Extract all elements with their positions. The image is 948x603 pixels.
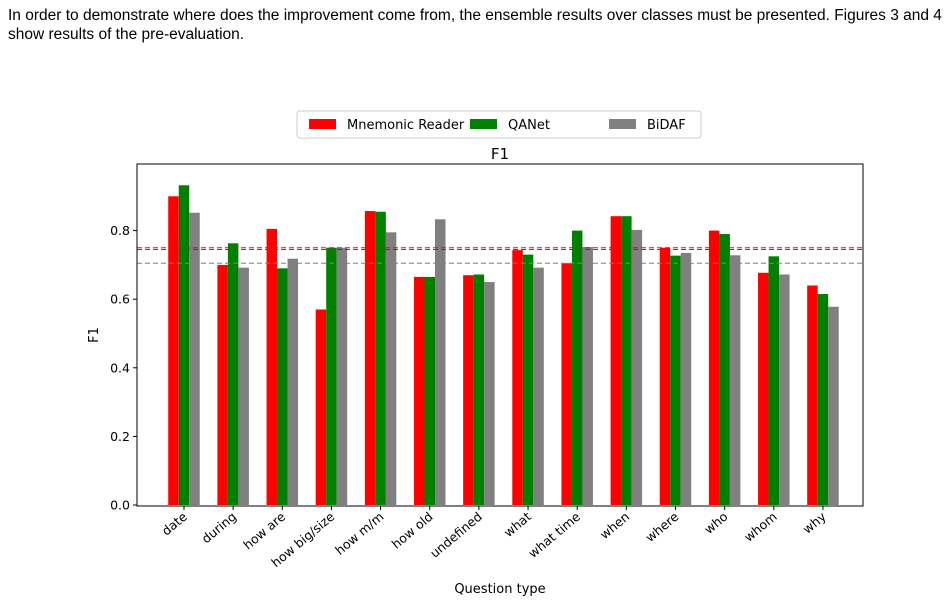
x-tick-label-how-m-m: how m/m bbox=[332, 509, 386, 558]
legend-swatch-mnemonic-reader bbox=[309, 119, 336, 129]
bar-bidaf-undefined bbox=[484, 282, 495, 505]
x-tick-label-how-are: how are bbox=[240, 509, 288, 553]
legend-label-mnemonic-reader: Mnemonic Reader bbox=[347, 118, 465, 133]
chart-title: F1 bbox=[491, 145, 509, 163]
bar-bidaf-what-time bbox=[582, 247, 593, 505]
x-tick-label-how-old: how old bbox=[389, 509, 436, 552]
bar-bidaf-date bbox=[189, 212, 200, 505]
bar-bidaf-whom bbox=[779, 274, 790, 505]
bar-mnemonic-reader-when bbox=[610, 216, 622, 505]
bar-mnemonic-reader-what-time bbox=[561, 263, 572, 505]
bar-mnemonic-reader-whom bbox=[758, 272, 769, 505]
y-tick-label: 0.2 bbox=[110, 429, 130, 444]
x-tick-label-undefined: undefined bbox=[427, 509, 485, 561]
y-tick-label: 0.0 bbox=[110, 498, 130, 513]
x-tick-label-where: where bbox=[642, 509, 681, 545]
bar-mnemonic-reader-who bbox=[708, 230, 720, 505]
bar-qanet-during bbox=[227, 243, 239, 506]
bar-mnemonic-reader-why bbox=[807, 285, 818, 505]
bars-group bbox=[168, 185, 839, 506]
bar-qanet-where bbox=[670, 255, 681, 505]
bar-mnemonic-reader-where bbox=[659, 247, 671, 505]
x-tick-label-what-time: what time bbox=[525, 509, 583, 561]
y-axis-label: F1 bbox=[87, 327, 102, 343]
bar-mnemonic-reader-undefined bbox=[463, 275, 474, 505]
legend-swatch-qanet bbox=[470, 119, 497, 129]
bar-qanet-how-are bbox=[277, 268, 288, 505]
x-axis-label: Question type bbox=[454, 582, 545, 597]
bar-mnemonic-reader-what bbox=[512, 250, 523, 505]
bar-mnemonic-reader-date bbox=[168, 196, 179, 506]
bar-qanet-how-big-size bbox=[326, 247, 337, 505]
bar-bidaf-who bbox=[729, 255, 741, 505]
y-tick-label: 0.8 bbox=[110, 223, 130, 238]
bar-qanet-who bbox=[719, 234, 730, 505]
reference-lines-group bbox=[137, 247, 863, 264]
bar-mnemonic-reader-how-m-m bbox=[364, 211, 376, 506]
bar-bidaf-how-old bbox=[435, 219, 446, 505]
bar-qanet-when bbox=[621, 216, 632, 505]
bar-mnemonic-reader-how-old bbox=[414, 276, 425, 505]
bar-bidaf-during bbox=[238, 267, 249, 505]
bar-bidaf-where bbox=[680, 252, 692, 505]
bar-mnemonic-reader-during bbox=[217, 264, 228, 505]
bar-qanet-whom bbox=[768, 256, 780, 505]
legend-label-qanet: QANet bbox=[508, 118, 550, 133]
x-tick-label-what: what bbox=[501, 509, 534, 540]
y-axis: 0.0 0.2 0.4 0.6 0.8 bbox=[110, 223, 137, 513]
bar-bidaf-why bbox=[828, 306, 839, 505]
x-tick-label-date: date bbox=[159, 509, 190, 539]
x-tick-label-during: during bbox=[199, 509, 240, 546]
paragraph-text: In order to demonstrate where does the i… bbox=[8, 7, 942, 43]
x-tick-label-why: why bbox=[800, 508, 830, 536]
bar-qanet-date bbox=[178, 185, 190, 505]
legend-swatch-bidaf bbox=[609, 119, 636, 129]
legend-label-bidaf: BiDAF bbox=[647, 118, 686, 133]
x-tick-label-whom: whom bbox=[741, 509, 780, 545]
bar-qanet-what-time bbox=[571, 230, 583, 505]
y-tick-label: 0.4 bbox=[110, 360, 130, 375]
bar-mnemonic-reader-how-are bbox=[266, 228, 278, 505]
bar-qanet-what bbox=[522, 254, 534, 505]
plot-frame bbox=[136, 163, 864, 507]
y-tick-label: 0.6 bbox=[110, 292, 130, 307]
bar-qanet-why bbox=[817, 294, 829, 505]
bar-qanet-how-old bbox=[424, 276, 435, 505]
x-tick-label-who: who bbox=[701, 509, 730, 537]
bar-bidaf-how-big-size bbox=[336, 247, 348, 505]
bar-bidaf-when bbox=[631, 229, 643, 505]
bar-bidaf-what bbox=[533, 267, 544, 505]
bar-bidaf-how-are bbox=[287, 258, 299, 505]
legend-box bbox=[296, 110, 702, 139]
bar-mnemonic-reader-how-big-size bbox=[315, 309, 327, 505]
bar-bidaf-how-m-m bbox=[385, 232, 397, 505]
bar-qanet-undefined bbox=[473, 274, 485, 505]
legend: Mnemonic Reader QANet BiDAF bbox=[296, 110, 702, 139]
bar-qanet-how-m-m bbox=[375, 211, 386, 506]
x-tick-label-when: when bbox=[597, 509, 633, 542]
